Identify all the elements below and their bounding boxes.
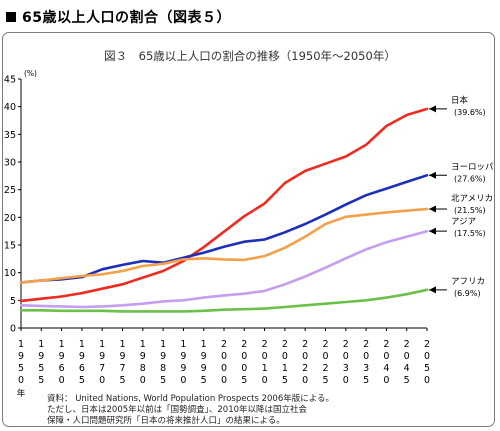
legend-value: (6.9%) bbox=[454, 289, 481, 298]
x-axis-unit: 年 bbox=[17, 388, 26, 399]
page-heading: 65歳以上人口の割合（図表５） bbox=[6, 6, 231, 28]
y-tick-label: 30 bbox=[4, 158, 16, 169]
legend-name: 北アメリカ bbox=[451, 194, 493, 204]
series-line bbox=[19, 288, 429, 313]
chart-frame bbox=[2, 32, 495, 427]
legend-value: (21.5%) bbox=[454, 206, 486, 215]
series-line bbox=[19, 174, 429, 284]
y-tick-label: 25 bbox=[4, 185, 16, 196]
y-axis-unit: (%) bbox=[24, 69, 37, 78]
legend-value: (17.5%) bbox=[454, 229, 486, 238]
legend-name: ヨーロッパ bbox=[451, 162, 494, 172]
y-tick-label: 0 bbox=[10, 324, 16, 335]
y-tick-label: 10 bbox=[4, 268, 16, 279]
source-note: 資料： United Nations, World Population Pro… bbox=[47, 394, 334, 427]
legend-name: 日本 bbox=[451, 95, 469, 106]
legend-name: アフリカ bbox=[451, 277, 485, 287]
source-line-2: ただし、日本は2005年以前は「国勢調査」、2010年以降は国立社会 bbox=[47, 405, 308, 415]
legend-name: アジア bbox=[451, 217, 476, 227]
square-bullet-icon bbox=[6, 12, 16, 22]
page-heading-text: 65歳以上人口の割合（図表５） bbox=[22, 10, 231, 26]
y-tick-label: 15 bbox=[4, 241, 16, 252]
source-line-1: 資料： United Nations, World Population Pro… bbox=[47, 394, 334, 404]
y-tick-label: 20 bbox=[4, 213, 16, 224]
series-line bbox=[19, 207, 429, 284]
y-tick-label: 45 bbox=[4, 75, 16, 86]
y-tick-label: 40 bbox=[4, 102, 16, 113]
y-tick-label: 35 bbox=[4, 130, 16, 141]
y-tick-label: 5 bbox=[10, 296, 16, 307]
legend-value: (39.6%) bbox=[454, 108, 486, 117]
legend-value: (27.6%) bbox=[454, 174, 486, 183]
series-line bbox=[19, 107, 429, 303]
source-line-3: 保障・人口問題研究所「日本の将来推計人口」の結果による。 bbox=[47, 416, 285, 426]
chart-title: 図３ 65歳以上人口の割合の推移（1950年～2050年） bbox=[104, 49, 396, 63]
series-line bbox=[19, 229, 429, 309]
